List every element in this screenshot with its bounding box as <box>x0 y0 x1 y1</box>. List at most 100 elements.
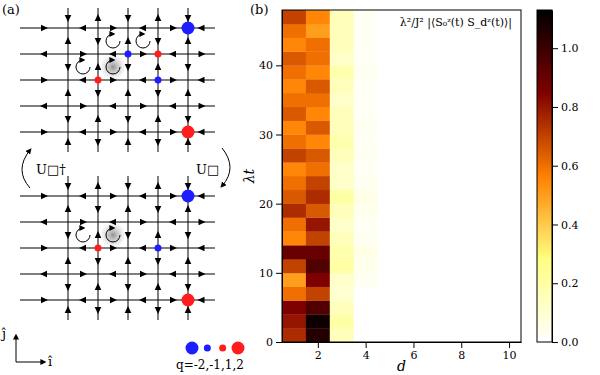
tick-mark <box>552 166 558 167</box>
link-arrow <box>125 284 132 291</box>
link-arrow <box>185 116 192 123</box>
cell <box>378 65 402 79</box>
cell <box>354 245 378 259</box>
link-arrow <box>155 231 162 238</box>
cell <box>497 135 521 149</box>
cell <box>330 135 354 149</box>
cell <box>402 79 426 93</box>
cell <box>402 148 426 162</box>
link-arrow <box>169 51 176 58</box>
link-arrow <box>199 219 206 226</box>
link-arrow <box>169 271 176 278</box>
axis-direction-label: ĵ <box>0 326 6 341</box>
charge <box>182 22 195 35</box>
cell <box>378 10 402 24</box>
tick-label: 8 <box>458 349 465 362</box>
link-arrow <box>199 51 206 58</box>
tick-mark <box>276 273 282 274</box>
operator-arrow <box>22 150 30 188</box>
cell <box>354 162 378 176</box>
link-arrow <box>139 245 146 252</box>
cell <box>354 65 378 79</box>
cell <box>497 273 521 287</box>
link-arrow <box>110 297 117 304</box>
cell <box>378 273 402 287</box>
legend-text: q=-2,-1,1,2 <box>176 358 244 372</box>
link-arrow <box>80 271 87 278</box>
link-arrow <box>65 205 72 212</box>
cell <box>425 38 449 52</box>
cell <box>449 162 473 176</box>
link-arrow <box>185 89 192 96</box>
plaquette-loop <box>106 228 120 242</box>
cell <box>449 38 473 52</box>
link-arrow <box>170 193 177 200</box>
link-arrow <box>79 245 86 252</box>
charge <box>95 245 102 252</box>
tick-label: 20 <box>259 198 273 211</box>
tick: 0.4 <box>552 218 579 231</box>
link-arrow <box>95 139 102 146</box>
link-arrow <box>169 103 176 110</box>
link-arrow <box>65 138 72 145</box>
link-arrow <box>198 245 205 252</box>
cell <box>425 79 449 93</box>
cell <box>354 93 378 107</box>
cell <box>282 24 306 38</box>
cell <box>378 218 402 232</box>
link-arrow <box>155 206 162 213</box>
cell <box>425 287 449 301</box>
cell <box>497 79 521 93</box>
link-arrow <box>65 116 72 123</box>
cell <box>378 135 402 149</box>
tick-label: 0.6 <box>561 160 579 173</box>
tick-mark <box>276 65 282 66</box>
colorbar-axis: 0.00.20.40.60.81.0 <box>552 11 579 350</box>
cell <box>330 314 354 328</box>
tick: 2 <box>315 342 322 362</box>
cell <box>306 218 330 232</box>
cell <box>425 162 449 176</box>
cell <box>449 314 473 328</box>
link-arrow <box>125 232 132 239</box>
link-arrow <box>155 139 162 146</box>
tick-label: 4 <box>363 349 370 362</box>
link-arrow <box>109 219 116 226</box>
charge <box>155 245 162 252</box>
cell <box>330 176 354 190</box>
cell <box>473 245 497 259</box>
tick-mark <box>552 283 558 284</box>
cell <box>306 287 330 301</box>
cell <box>330 259 354 273</box>
legend-charge <box>232 342 245 355</box>
cell <box>282 162 306 176</box>
tick: 0.0 <box>552 336 579 349</box>
cell <box>282 52 306 66</box>
link-arrow <box>65 15 72 22</box>
link-arrow <box>125 37 132 44</box>
figure: (a)U□†U□ĵîq=-2,-1,1,2246810010203040dλt(… <box>0 0 600 375</box>
cell <box>306 93 330 107</box>
link-arrow <box>95 63 102 70</box>
cell <box>473 135 497 149</box>
shaded-region <box>100 222 126 248</box>
cell <box>330 148 354 162</box>
cell <box>497 190 521 204</box>
cell <box>425 121 449 135</box>
link-arrow <box>125 306 132 313</box>
cell <box>354 259 378 273</box>
link-arrow <box>79 129 86 136</box>
cell <box>378 259 402 273</box>
cell <box>402 287 426 301</box>
legend-charge <box>186 342 199 355</box>
cell <box>378 93 402 107</box>
cell <box>378 107 402 121</box>
cell <box>425 301 449 315</box>
link-arrow <box>155 63 162 70</box>
link-arrow <box>95 38 102 45</box>
cell <box>473 148 497 162</box>
link-arrow <box>109 51 116 58</box>
cell <box>402 65 426 79</box>
link-arrow <box>41 297 48 304</box>
plaquette-loop <box>106 60 120 74</box>
